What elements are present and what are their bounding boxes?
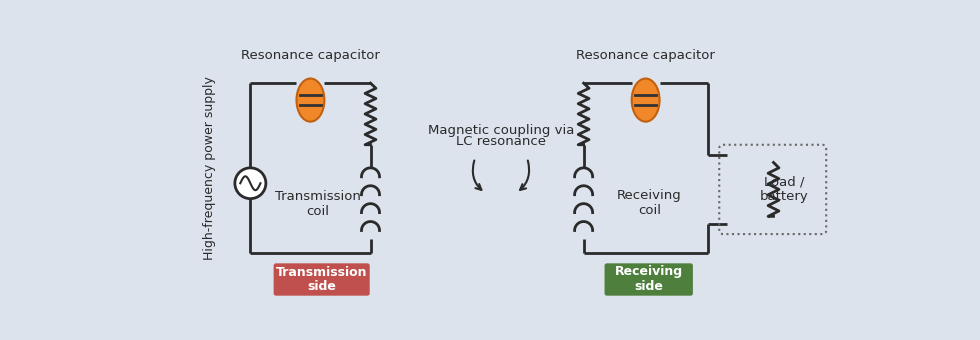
Text: Resonance capacitor: Resonance capacitor (576, 49, 715, 62)
Text: Transmission
side: Transmission side (276, 266, 368, 293)
Text: High-frequency power supply: High-frequency power supply (203, 76, 216, 260)
Ellipse shape (632, 79, 660, 122)
FancyBboxPatch shape (273, 264, 369, 296)
Text: Transmission
coil: Transmission coil (275, 190, 361, 218)
Ellipse shape (297, 79, 324, 122)
Text: Magnetic coupling via: Magnetic coupling via (427, 124, 574, 137)
Text: Receiving
side: Receiving side (614, 266, 683, 293)
Text: Receiving
coil: Receiving coil (617, 188, 682, 217)
FancyBboxPatch shape (605, 264, 693, 296)
Text: Resonance capacitor: Resonance capacitor (241, 49, 380, 62)
Circle shape (235, 168, 266, 199)
Text: Load /
battery: Load / battery (760, 175, 808, 203)
Text: LC resonance: LC resonance (456, 135, 546, 148)
